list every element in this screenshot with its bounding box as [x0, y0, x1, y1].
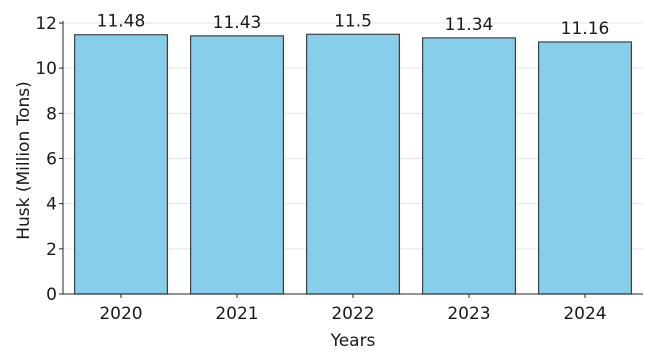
bar-2024: [537, 41, 632, 295]
bar-2021: [190, 35, 285, 295]
y-tick-label: 10: [35, 59, 57, 79]
y-axis-ticks: 0 2 4 6 8 10 12: [35, 14, 63, 305]
y-tick-label: 8: [46, 104, 57, 124]
bar-value-label: 11.43: [213, 13, 262, 33]
bar-2022: [306, 33, 401, 295]
bar-value-label: 11.34: [445, 15, 494, 35]
x-axis-ticks: 2020 2021 2022 2023 2024: [99, 294, 607, 324]
x-tick-label: 2021: [215, 304, 258, 324]
y-tick-label: 4: [46, 195, 57, 215]
x-tick-label: 2020: [99, 304, 142, 324]
x-tick-label: 2022: [331, 304, 374, 324]
bar-value-label: 11.48: [97, 12, 146, 32]
x-tick-label: 2023: [447, 304, 490, 324]
bar-2020: [73, 34, 169, 295]
y-tick-label: 0: [46, 285, 57, 305]
bars: [73, 33, 632, 295]
y-tick-label: 6: [46, 150, 57, 170]
bar-2023: [422, 37, 517, 295]
bar-value-labels: 11.48 11.43 11.5 11.34 11.16: [97, 11, 610, 39]
x-tick-label: 2024: [563, 304, 606, 324]
y-tick-label: 2: [46, 240, 57, 260]
bar-value-label: 11.16: [561, 19, 610, 39]
y-axis-title: Husk (Million Tons): [14, 81, 34, 240]
x-axis-title: Years: [330, 331, 376, 351]
bar-value-label: 11.5: [334, 11, 372, 31]
y-tick-label: 12: [35, 14, 57, 34]
